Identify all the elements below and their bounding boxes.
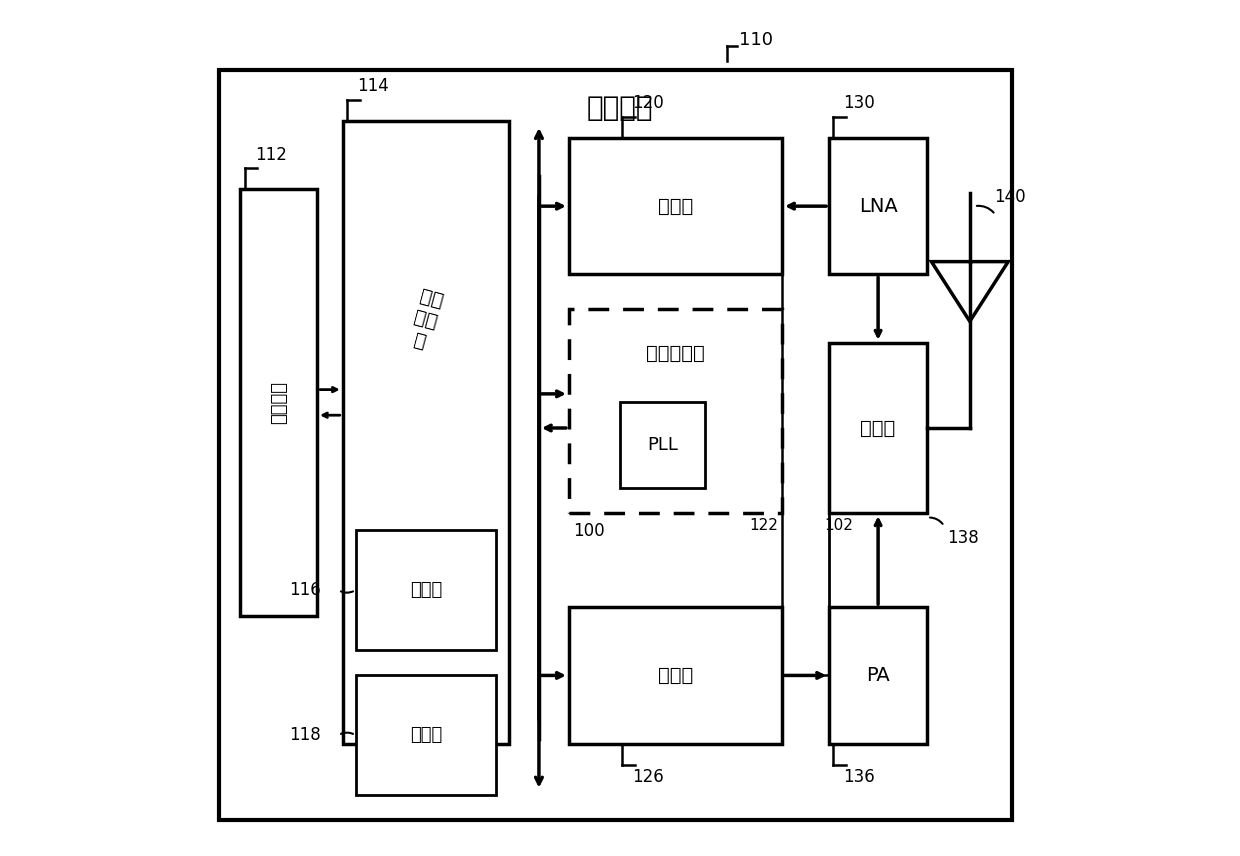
Text: PA: PA <box>867 666 890 685</box>
Text: 138: 138 <box>947 529 978 547</box>
Text: 140: 140 <box>993 188 1025 206</box>
Bar <box>830 138 928 275</box>
Text: 112: 112 <box>255 146 286 163</box>
Text: 126: 126 <box>632 768 665 786</box>
Bar <box>830 342 928 514</box>
Text: 存储器: 存储器 <box>409 726 441 744</box>
Text: 120: 120 <box>632 94 665 112</box>
Text: 处理器: 处理器 <box>409 581 441 599</box>
Text: 122: 122 <box>749 518 777 532</box>
Bar <box>241 189 317 615</box>
Bar <box>569 138 782 275</box>
Bar <box>342 121 510 744</box>
Text: 110: 110 <box>739 31 774 49</box>
Text: PLL: PLL <box>647 436 678 454</box>
Text: 双工器: 双工器 <box>861 419 895 437</box>
Text: 118: 118 <box>290 726 321 744</box>
Text: 无线装置: 无线装置 <box>587 94 653 122</box>
Text: LNA: LNA <box>859 197 898 216</box>
Text: 基带
子系
统: 基带 子系 统 <box>407 287 445 354</box>
Bar <box>569 308 782 514</box>
Text: 136: 136 <box>843 768 875 786</box>
Text: 130: 130 <box>843 94 875 112</box>
Bar <box>356 531 496 650</box>
Bar <box>356 675 496 795</box>
Text: 116: 116 <box>290 581 321 599</box>
Text: 102: 102 <box>825 518 853 532</box>
Text: 发送器: 发送器 <box>658 666 693 685</box>
Text: 接收器: 接收器 <box>658 197 693 216</box>
Text: 用户接口: 用户接口 <box>270 381 288 424</box>
Bar <box>569 607 782 744</box>
Text: 100: 100 <box>573 522 605 540</box>
Bar <box>830 607 928 744</box>
Text: 114: 114 <box>357 77 389 95</box>
Bar <box>219 69 1013 821</box>
Bar <box>620 402 706 488</box>
Text: 频率合成器: 频率合成器 <box>646 344 704 363</box>
